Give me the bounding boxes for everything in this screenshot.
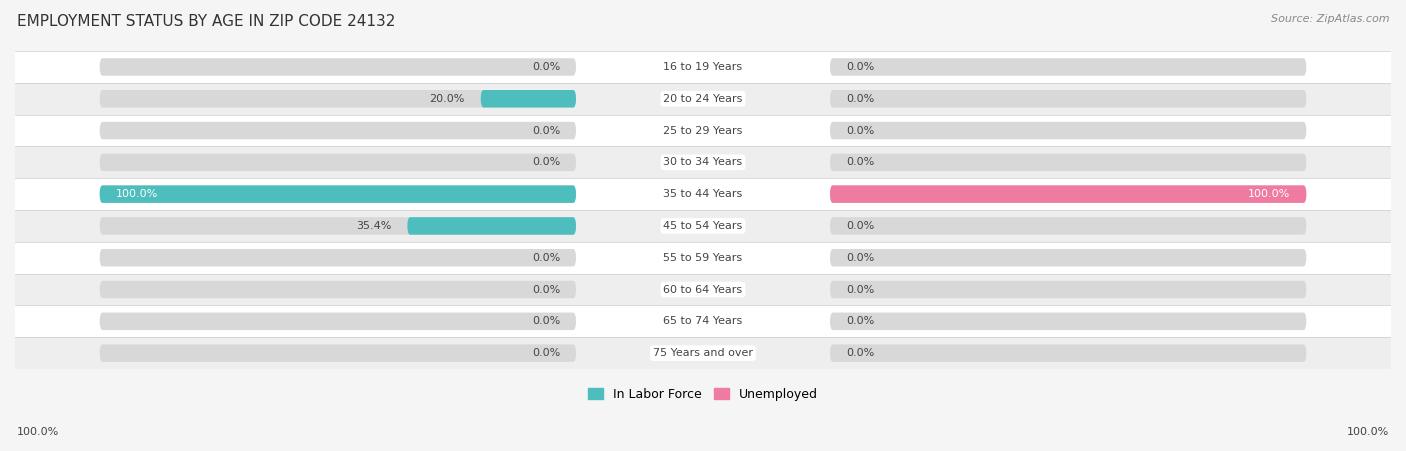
Bar [15, 210, 1391, 242]
FancyBboxPatch shape [830, 122, 1306, 139]
Text: 0.0%: 0.0% [846, 253, 875, 263]
FancyBboxPatch shape [100, 154, 576, 171]
FancyBboxPatch shape [830, 90, 1306, 107]
Bar [15, 274, 1391, 305]
Bar [15, 83, 1391, 115]
Text: 0.0%: 0.0% [531, 62, 560, 72]
Bar [15, 337, 1391, 369]
FancyBboxPatch shape [100, 217, 576, 235]
FancyBboxPatch shape [830, 345, 1306, 362]
FancyBboxPatch shape [830, 185, 1306, 203]
FancyBboxPatch shape [830, 154, 1306, 171]
Text: 0.0%: 0.0% [846, 125, 875, 136]
Text: 0.0%: 0.0% [846, 348, 875, 358]
FancyBboxPatch shape [100, 345, 576, 362]
Text: 0.0%: 0.0% [531, 157, 560, 167]
Bar [15, 147, 1391, 178]
Text: 0.0%: 0.0% [846, 62, 875, 72]
Text: EMPLOYMENT STATUS BY AGE IN ZIP CODE 24132: EMPLOYMENT STATUS BY AGE IN ZIP CODE 241… [17, 14, 395, 28]
Text: 30 to 34 Years: 30 to 34 Years [664, 157, 742, 167]
Text: 25 to 29 Years: 25 to 29 Years [664, 125, 742, 136]
Text: 16 to 19 Years: 16 to 19 Years [664, 62, 742, 72]
FancyBboxPatch shape [830, 185, 1306, 203]
Bar [15, 178, 1391, 210]
Text: 0.0%: 0.0% [846, 157, 875, 167]
Text: 65 to 74 Years: 65 to 74 Years [664, 316, 742, 327]
FancyBboxPatch shape [481, 90, 576, 107]
FancyBboxPatch shape [100, 122, 576, 139]
Text: 0.0%: 0.0% [846, 94, 875, 104]
Text: 0.0%: 0.0% [846, 285, 875, 295]
FancyBboxPatch shape [100, 185, 576, 203]
FancyBboxPatch shape [100, 313, 576, 330]
Text: 100.0%: 100.0% [1347, 428, 1389, 437]
Text: 60 to 64 Years: 60 to 64 Years [664, 285, 742, 295]
Text: 35 to 44 Years: 35 to 44 Years [664, 189, 742, 199]
Bar [15, 242, 1391, 274]
Text: 35.4%: 35.4% [356, 221, 391, 231]
FancyBboxPatch shape [100, 90, 576, 107]
FancyBboxPatch shape [830, 217, 1306, 235]
Text: 100.0%: 100.0% [1249, 189, 1291, 199]
Text: 45 to 54 Years: 45 to 54 Years [664, 221, 742, 231]
Bar [15, 305, 1391, 337]
Bar [15, 115, 1391, 147]
Text: 0.0%: 0.0% [846, 221, 875, 231]
Text: 0.0%: 0.0% [846, 316, 875, 327]
FancyBboxPatch shape [100, 58, 576, 76]
Text: 0.0%: 0.0% [531, 316, 560, 327]
Text: 75 Years and over: 75 Years and over [652, 348, 754, 358]
Text: 0.0%: 0.0% [531, 348, 560, 358]
FancyBboxPatch shape [408, 217, 576, 235]
FancyBboxPatch shape [830, 249, 1306, 267]
FancyBboxPatch shape [100, 185, 576, 203]
FancyBboxPatch shape [100, 281, 576, 298]
Text: 100.0%: 100.0% [17, 428, 59, 437]
Legend: In Labor Force, Unemployed: In Labor Force, Unemployed [588, 388, 818, 401]
Text: 0.0%: 0.0% [531, 125, 560, 136]
Text: 0.0%: 0.0% [531, 253, 560, 263]
FancyBboxPatch shape [100, 249, 576, 267]
FancyBboxPatch shape [830, 58, 1306, 76]
Text: 55 to 59 Years: 55 to 59 Years [664, 253, 742, 263]
Text: 20.0%: 20.0% [429, 94, 465, 104]
FancyBboxPatch shape [830, 281, 1306, 298]
Text: 100.0%: 100.0% [115, 189, 157, 199]
FancyBboxPatch shape [830, 313, 1306, 330]
Text: 0.0%: 0.0% [531, 285, 560, 295]
Text: Source: ZipAtlas.com: Source: ZipAtlas.com [1271, 14, 1389, 23]
Bar [15, 51, 1391, 83]
Text: 20 to 24 Years: 20 to 24 Years [664, 94, 742, 104]
